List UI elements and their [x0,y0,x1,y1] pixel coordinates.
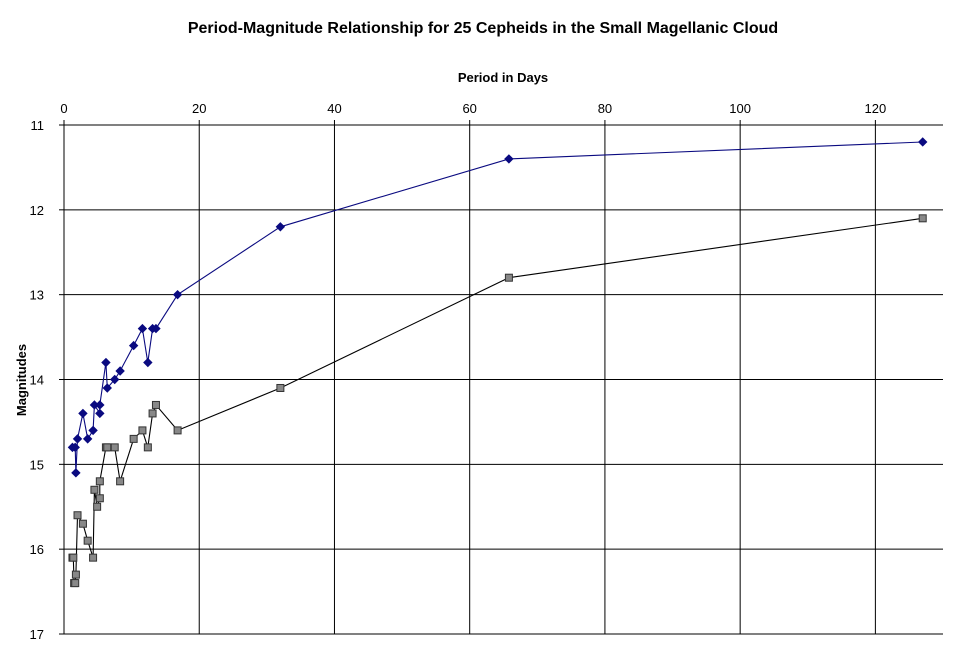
series-2-point [143,443,152,452]
series-1-point [275,222,286,232]
series-1-point [143,357,153,368]
series-1-point [82,434,93,444]
y-tick-label: 12 [30,203,44,218]
series-1-point [88,425,98,436]
series-2-point [116,477,125,486]
series-1-point [110,374,120,385]
series-2-point [78,519,87,528]
y-tick-labels: 11 12 13 14 15 16 17 [30,118,44,642]
series-group [67,137,928,588]
series-2-point [89,553,98,562]
x-tick-label: 40 [327,101,341,116]
x-tick-label: 60 [462,101,476,116]
y-tick-label: 16 [30,542,44,557]
series-2-point [90,485,99,494]
y-tick-label: 15 [30,457,44,472]
series-2-point [69,553,78,562]
series-2-point [918,214,927,223]
series-1-point [95,408,105,419]
x-tick-label: 100 [729,101,751,116]
chart-title: Period-Magnitude Relationship for 25 Cep… [188,20,778,37]
series-1-point [101,357,111,368]
y-tick-label: 14 [30,373,44,388]
series-2-point [95,494,104,503]
series-2-point [504,273,513,282]
series-1-line [72,141,923,473]
series-1-point [137,323,148,334]
x-tick-label: 20 [192,101,206,116]
series-2-point [110,443,119,452]
series-2-point [129,434,138,443]
series-2-point [148,409,157,418]
series-2-point [276,383,285,392]
x-tick-label: 80 [598,101,612,116]
x-tick-label: 120 [865,101,887,116]
series-2-point [83,536,92,545]
series-1-point [102,383,112,393]
y-tick-label: 17 [30,627,44,642]
series-2-point [73,511,82,520]
series-1-point [151,323,161,334]
series-1-point [71,468,81,478]
y-tick-label: 13 [30,288,44,303]
x-tick-label: 0 [60,101,67,116]
x-tick-labels: 0 20 40 60 80 100 120 [60,101,886,116]
y-axis-title: Magnitudes [14,344,29,416]
series-1-point [70,442,80,453]
plot-grid [59,120,943,635]
series-1-point [128,340,139,351]
series-1-point [504,154,514,164]
series-2-point [138,426,147,435]
series-2-point [151,400,160,409]
series-1-point [95,400,105,410]
x-axis-title: Period in Days [458,70,548,85]
series-2-point [93,502,102,511]
y-tick-label: 11 [31,118,45,133]
series-1-point [72,434,83,444]
series-1-point [78,408,88,419]
series-2-line [72,217,923,584]
series-1-point [918,137,928,147]
series-1-point [172,289,183,300]
series-2-point [71,579,80,588]
series-2-point [103,443,112,452]
series-2-point [173,426,182,435]
series-2-point [95,477,104,486]
series-1-point [115,366,125,376]
series-2-point [71,570,80,579]
